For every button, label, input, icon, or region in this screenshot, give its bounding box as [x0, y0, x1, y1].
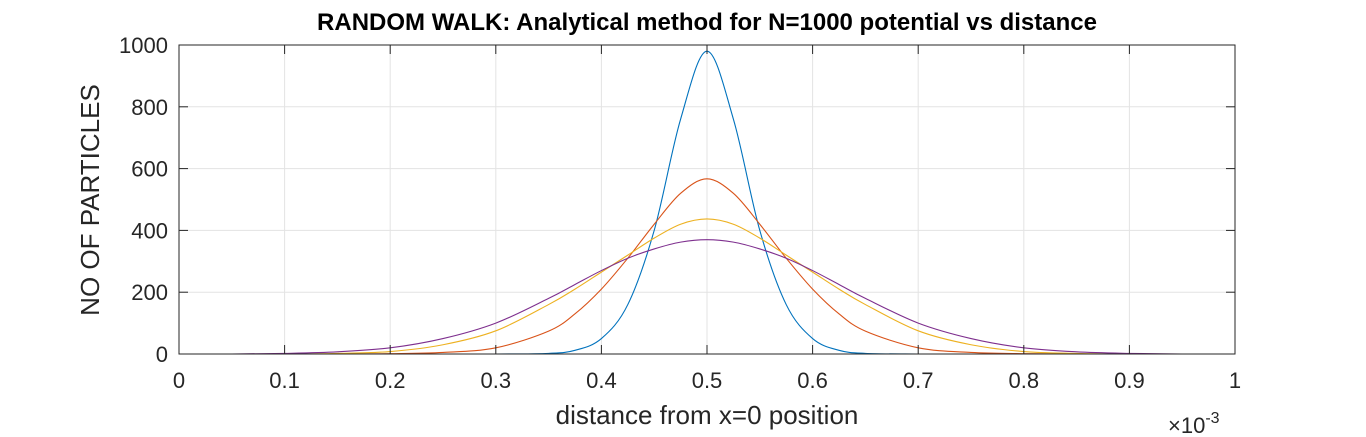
y-tick-label: 400	[131, 218, 168, 243]
x-tick-label: 0.8	[1009, 368, 1040, 393]
series-line-2	[178, 178, 1235, 355]
axis-ticks: 0 0.1 0.2 0.3 0.4 0.5 0.6 0.7 0.8 0.9 1 0 200 400 600 8…	[119, 33, 1241, 393]
y-tick-label: 200	[131, 280, 168, 305]
y-tick-label: 0	[156, 342, 168, 367]
y-tick-label: 800	[131, 95, 168, 120]
grid-lines	[179, 45, 1235, 354]
x-axis-label: distance from x=0 position	[556, 400, 859, 430]
x-tick-label: 0.3	[481, 368, 512, 393]
x-tick-label: 0.2	[375, 368, 406, 393]
x-tick-label: 0.6	[797, 368, 828, 393]
x-tick-label: 1	[1229, 368, 1241, 393]
series-line-4	[178, 239, 1235, 355]
chart-title: RANDOM WALK: Analytical method for N=100…	[317, 9, 1097, 36]
x-exponent-power: -3	[1205, 410, 1219, 427]
x-exponent-base: ×10	[1168, 413, 1205, 437]
x-tick-label: 0.1	[269, 368, 300, 393]
x-tick-label: 0.7	[903, 368, 934, 393]
y-tick-label: 1000	[119, 33, 168, 58]
series-line-3	[178, 218, 1235, 355]
y-axis-label: NO OF PARTICLES	[75, 84, 105, 316]
x-tick-label: 0.4	[586, 368, 617, 393]
y-tick-label: 600	[131, 157, 168, 182]
x-axis-exponent: ×10-3	[1168, 410, 1220, 437]
x-tick-label: 0.5	[692, 368, 723, 393]
x-tick-label: 0.9	[1114, 368, 1145, 393]
x-tick-label: 0	[173, 368, 185, 393]
